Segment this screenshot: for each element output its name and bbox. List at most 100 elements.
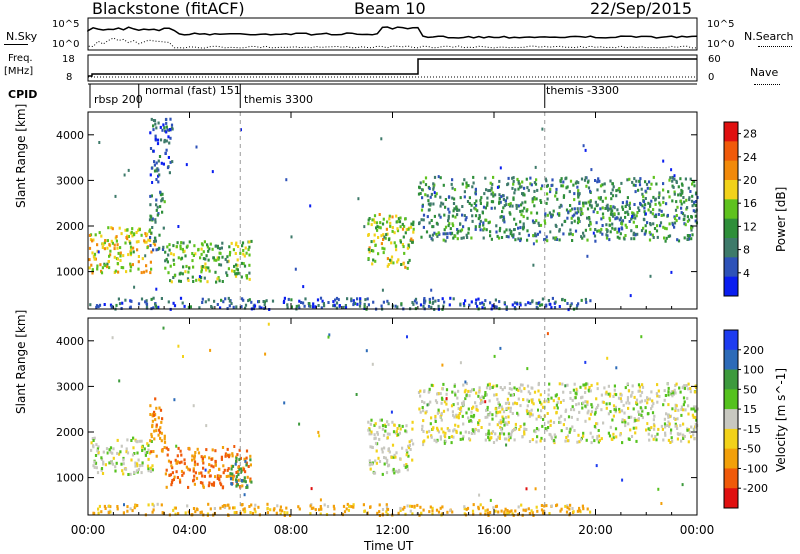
power-cell	[673, 192, 676, 196]
power-cell	[565, 186, 568, 190]
power-cell	[166, 166, 170, 170]
velocity-cell	[250, 480, 253, 484]
velocity-cell	[192, 469, 195, 473]
power-cell	[233, 269, 236, 273]
velocity-cell	[465, 507, 468, 511]
power-cell	[507, 203, 510, 206]
velocity-cell	[216, 477, 219, 480]
power-cell	[559, 179, 562, 183]
velocity-cell	[159, 426, 162, 430]
velocity-cell	[126, 438, 129, 442]
power-cell	[451, 178, 454, 182]
velocity-cell	[517, 397, 520, 401]
power-cell	[202, 257, 205, 261]
power-cell	[631, 211, 634, 215]
power-cell	[164, 259, 167, 263]
velocity-cell	[137, 458, 140, 462]
power-noise-cell	[670, 270, 673, 274]
power-cell	[693, 180, 696, 184]
power-cell	[438, 213, 441, 217]
power-cell	[579, 213, 583, 217]
power-cell	[216, 303, 219, 306]
power-cell	[642, 226, 645, 230]
power-cell	[169, 264, 172, 268]
power-noise-cell	[618, 227, 621, 231]
velocity-cell	[612, 414, 615, 418]
velocity-cell	[693, 437, 696, 441]
velocity-cell	[512, 402, 515, 406]
power-cell	[537, 221, 540, 225]
velocity-cell	[387, 464, 390, 468]
velocity-cell	[180, 469, 184, 473]
velocity-cell	[110, 461, 113, 465]
power-ytick-label: 3000	[56, 174, 84, 187]
power-cell	[675, 200, 678, 204]
velocity-cell	[582, 383, 585, 387]
velocity-cell	[667, 403, 670, 407]
velocity-cell	[179, 449, 182, 453]
velocity-cell	[575, 403, 578, 407]
velocity-noise-cell	[493, 354, 496, 358]
velocity-cell	[632, 426, 635, 430]
power-cell	[490, 237, 493, 241]
power-cell	[241, 244, 244, 248]
velocity-cell	[140, 439, 143, 443]
velocity-noise-cell	[209, 348, 212, 352]
power-cell	[146, 246, 149, 250]
freq-tick-top: 18	[62, 54, 75, 65]
velocity-cell	[647, 412, 650, 416]
velocity-cell	[468, 437, 471, 441]
velocity-cell	[181, 473, 184, 477]
velocity-cell	[596, 406, 599, 409]
power-cell	[652, 208, 655, 212]
velocity-cell	[547, 393, 550, 397]
nsearch-trace	[87, 37, 697, 49]
power-noise-cell	[155, 287, 158, 291]
power-cell	[657, 196, 660, 199]
velocity-cell	[622, 403, 625, 407]
velocity-cell	[664, 394, 667, 397]
power-cell	[558, 229, 561, 233]
velocity-cell	[193, 482, 196, 486]
velocity-colorbar-segment	[724, 349, 738, 371]
power-cell	[531, 200, 534, 204]
power-cell	[511, 186, 514, 190]
power-cell	[655, 229, 659, 233]
velocity-cell	[608, 402, 611, 406]
velocity-cell	[120, 444, 123, 448]
power-cell	[373, 214, 377, 218]
power-cell	[633, 177, 636, 181]
velocity-cell	[182, 471, 185, 475]
velocity-noise-cell	[534, 487, 537, 491]
velocity-cell	[486, 415, 489, 419]
velocity-cell	[553, 406, 556, 410]
velocity-cell	[411, 504, 414, 508]
power-cell	[236, 263, 239, 267]
power-cell	[617, 212, 620, 216]
velocity-cell	[195, 476, 199, 480]
velocity-cell	[380, 447, 383, 451]
power-cell	[490, 200, 493, 204]
power-cell	[599, 207, 602, 211]
velocity-cell	[368, 459, 371, 463]
velocity-cell	[151, 419, 154, 423]
power-noise-cell	[582, 144, 585, 148]
power-cell	[379, 221, 382, 225]
velocity-noise-cell	[441, 363, 444, 367]
velocity-cell	[521, 435, 524, 438]
power-cell	[686, 237, 689, 241]
power-colorbar-tick-label: 8	[743, 244, 750, 257]
power-cell	[490, 186, 493, 190]
velocity-cell	[615, 393, 618, 397]
power-cell	[154, 304, 157, 308]
velocity-cell	[612, 436, 615, 440]
power-cell	[248, 240, 251, 244]
velocity-cell	[232, 477, 235, 481]
velocity-cell	[416, 503, 419, 507]
power-noise-cell	[155, 248, 158, 252]
power-cell	[567, 308, 570, 312]
velocity-cell	[137, 467, 140, 471]
power-cell	[485, 188, 488, 192]
power-cell	[157, 180, 160, 184]
power-cell	[155, 203, 158, 207]
